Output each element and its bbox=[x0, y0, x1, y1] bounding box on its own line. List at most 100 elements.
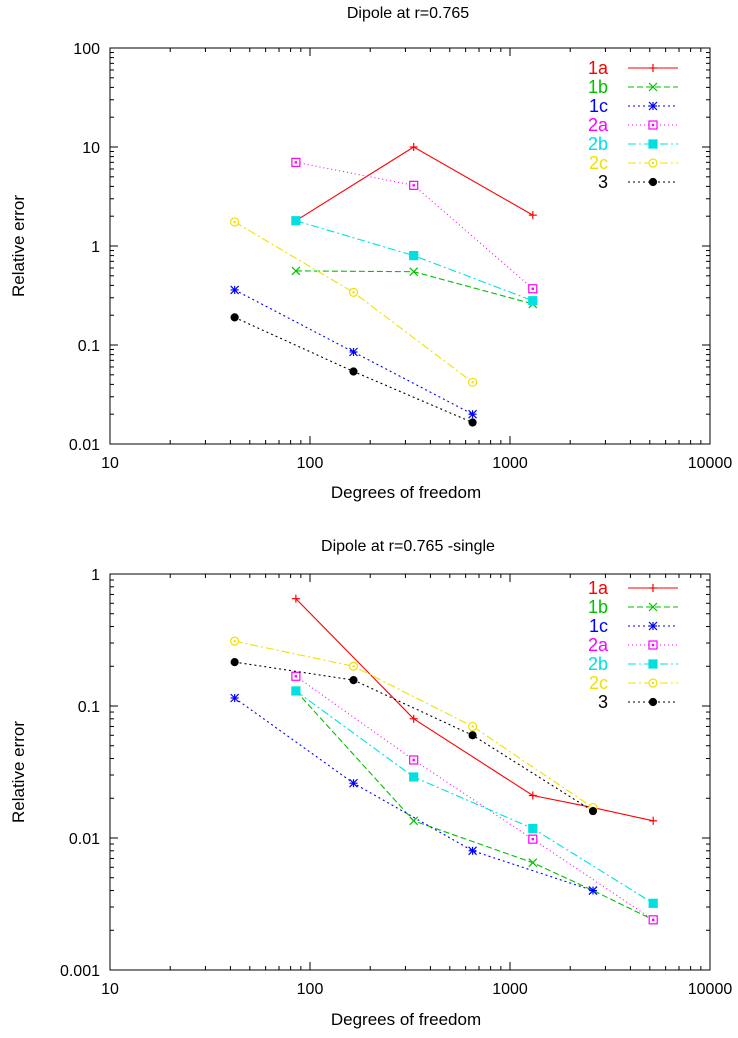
x-tick-label: 100 bbox=[297, 981, 324, 998]
legend-label: 2a bbox=[588, 635, 609, 655]
x-tick-label: 1000 bbox=[492, 455, 528, 472]
data-point-2b bbox=[528, 823, 538, 834]
data-point-1c bbox=[468, 409, 478, 419]
plot-frame bbox=[109, 573, 711, 971]
data-point-1a bbox=[409, 143, 418, 151]
legend-label: 2b bbox=[588, 134, 608, 154]
legend-entry-1c: 1c bbox=[589, 616, 678, 636]
y-tick-label: 0.001 bbox=[60, 963, 100, 980]
data-point-3 bbox=[349, 676, 358, 685]
series-2a bbox=[291, 671, 658, 925]
legend-entry-2a: 2a bbox=[588, 115, 678, 135]
data-point-3 bbox=[230, 658, 239, 667]
legend-entry-2c: 2c bbox=[589, 153, 678, 173]
legend-marker bbox=[648, 697, 658, 707]
x-tick-label: 10000 bbox=[688, 981, 733, 998]
x-tick-label: 100 bbox=[297, 455, 324, 472]
data-point-2b bbox=[409, 250, 419, 261]
series-2c bbox=[230, 217, 478, 387]
legend-label: 1c bbox=[589, 616, 608, 636]
y-tick-label: 0.01 bbox=[69, 437, 100, 454]
legend-marker bbox=[648, 101, 658, 111]
data-point-2b bbox=[648, 898, 658, 908]
legend-marker bbox=[648, 602, 658, 612]
legend-label: 1c bbox=[589, 96, 608, 116]
series-3 bbox=[230, 313, 477, 427]
legend-label: 2c bbox=[589, 153, 608, 173]
legend-entry-2b: 2b bbox=[588, 654, 678, 674]
chart-1: 10 100 1000 10000 0.01 0.1 1 10 100 Dipole at r=0… bbox=[9, 5, 732, 502]
series-line-2b bbox=[295, 220, 533, 302]
x-tick-label: 10 bbox=[101, 981, 119, 998]
legend-label: 1a bbox=[588, 578, 609, 598]
y-axis-label: Relative error bbox=[9, 195, 28, 297]
legend-entry-1b: 1b bbox=[588, 77, 678, 97]
series-2c bbox=[230, 636, 598, 813]
legend-marker bbox=[648, 139, 658, 149]
chart-title: Dipole at r=0.765 -single bbox=[321, 538, 495, 555]
data-point-3 bbox=[588, 806, 598, 816]
legend-entry-1c: 1c bbox=[589, 96, 678, 116]
data-point-3 bbox=[230, 313, 239, 322]
series-line-1c bbox=[234, 697, 594, 892]
legend-label: 1a bbox=[588, 58, 609, 78]
data-point-1b bbox=[409, 816, 419, 826]
data-point-1b bbox=[291, 266, 301, 276]
data-point-1a bbox=[649, 816, 658, 825]
y-tick-label: 0.1 bbox=[78, 338, 100, 355]
legend-entry-3: 3 bbox=[598, 172, 678, 192]
legend-label: 3 bbox=[598, 692, 608, 712]
legend-entry-2c: 2c bbox=[589, 673, 678, 693]
series-1c bbox=[230, 285, 478, 419]
y-axis-label: Relative error bbox=[9, 721, 28, 823]
data-point-1c bbox=[230, 285, 240, 295]
x-axis-label: Degrees of freedom bbox=[331, 483, 481, 502]
x-tick-label: 10 bbox=[101, 455, 119, 472]
series-line-2a bbox=[295, 675, 654, 921]
x-axis-label: Degrees of freedom bbox=[331, 1010, 481, 1029]
data-point-2b bbox=[291, 686, 301, 696]
data-point-1c bbox=[349, 347, 358, 357]
legend-entry-3: 3 bbox=[598, 692, 678, 712]
legend-label: 1b bbox=[588, 597, 608, 617]
legend-marker bbox=[648, 82, 658, 92]
y-tick-label: 0.01 bbox=[69, 831, 100, 848]
legend-label: 2b bbox=[588, 654, 608, 674]
legend-entry-1a: 1a bbox=[588, 578, 678, 598]
series-2b bbox=[291, 686, 658, 908]
legend-marker bbox=[648, 621, 658, 631]
y-tick-label: 1 bbox=[91, 567, 100, 584]
chart-title: Dipole at r=0.765 bbox=[347, 5, 469, 22]
data-point-1a bbox=[528, 211, 537, 220]
data-point-1b bbox=[528, 858, 538, 868]
data-point-2b bbox=[409, 772, 419, 782]
legend-entry-2a: 2a bbox=[588, 635, 678, 655]
data-point-3 bbox=[468, 418, 477, 427]
legend-label: 2c bbox=[589, 673, 608, 693]
y-tick-label: 0.1 bbox=[78, 699, 100, 716]
legend-entry-1a: 1a bbox=[588, 58, 678, 78]
y-tick-label: 100 bbox=[73, 41, 100, 58]
y-tick-label: 10 bbox=[82, 140, 100, 157]
legend-marker bbox=[648, 177, 658, 187]
data-point-1a bbox=[409, 714, 418, 723]
series-line-2c bbox=[234, 640, 594, 809]
data-point-1c bbox=[588, 886, 598, 895]
legend-label: 3 bbox=[598, 172, 608, 192]
series-line-2c bbox=[234, 221, 473, 383]
legend-marker bbox=[649, 584, 657, 592]
legend-marker bbox=[649, 64, 657, 72]
series-2b bbox=[291, 216, 538, 306]
legend-entry-2b: 2b bbox=[588, 134, 678, 154]
y-tick-label: 1 bbox=[91, 239, 100, 256]
series-3 bbox=[230, 658, 598, 816]
series-1b bbox=[291, 266, 538, 309]
legend-label: 1b bbox=[588, 77, 608, 97]
series-2a bbox=[291, 157, 538, 294]
data-point-1c bbox=[349, 778, 358, 788]
legend-marker bbox=[648, 659, 658, 669]
data-point-3 bbox=[468, 731, 477, 740]
chart-2: 10 100 1000 10000 0.001 0.01 0.1 1 Dipole at r=0… bbox=[9, 538, 732, 1029]
data-point-1a bbox=[528, 791, 537, 800]
